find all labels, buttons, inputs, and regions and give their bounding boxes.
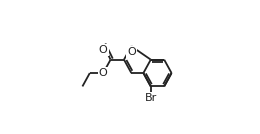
Text: O: O xyxy=(99,45,108,55)
Text: Br: Br xyxy=(145,93,157,103)
Text: O: O xyxy=(127,47,136,57)
Text: O: O xyxy=(99,68,108,78)
